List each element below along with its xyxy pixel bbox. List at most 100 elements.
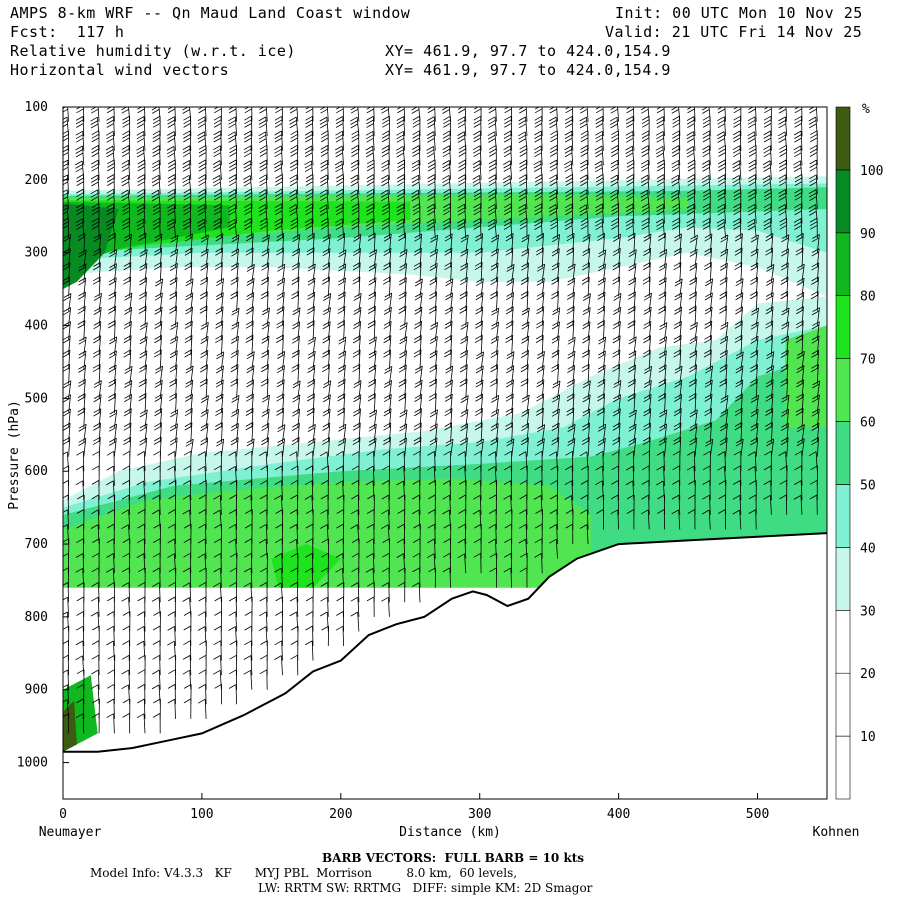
- wind-barb-flag: [337, 236, 345, 242]
- wind-barb-flag: [167, 203, 175, 209]
- wind-barb-flag: [261, 265, 269, 271]
- wind-barb: [200, 276, 208, 297]
- wind-barb-flag: [169, 426, 178, 432]
- wind-barb-flag: [458, 166, 466, 172]
- wind-barb-flag: [213, 480, 221, 485]
- wind-barb-flag: [122, 225, 130, 230]
- wind-barb-flag: [213, 625, 222, 631]
- wind-barb-flag: [213, 145, 221, 151]
- wind-barb-flag: [350, 120, 358, 125]
- wind-barb-flag: [244, 640, 252, 646]
- wind-barb-flag: [336, 582, 345, 587]
- wind-barb-flag: [274, 480, 282, 485]
- wind-barb-shaft: [221, 351, 225, 370]
- wind-barb-flag: [138, 654, 146, 660]
- wind-barb-shaft: [128, 509, 131, 530]
- wind-barb-flag: [261, 422, 270, 428]
- wind-barb-shaft: [144, 393, 147, 413]
- wind-barb-flag: [383, 338, 391, 344]
- wind-barb-flag: [336, 195, 344, 201]
- wind-barb-flag: [185, 368, 193, 374]
- wind-barb-shaft: [327, 422, 331, 443]
- wind-barb: [352, 422, 361, 443]
- wind-barb-shaft: [219, 582, 222, 603]
- wind-barb-shaft: [68, 248, 71, 268]
- wind-barb-flag: [93, 422, 101, 428]
- wind-barb: [397, 174, 406, 195]
- wind-barb-flag: [365, 149, 374, 154]
- wind-barb-flag: [152, 669, 160, 675]
- wind-barb-shaft: [143, 203, 146, 224]
- wind-barb: [305, 553, 314, 574]
- wind-barb-flag: [76, 177, 84, 183]
- wind-barb-shaft: [265, 611, 268, 632]
- wind-barb-flag: [90, 107, 97, 111]
- wind-barb-flag: [549, 174, 557, 180]
- wind-barb-flag: [139, 336, 148, 341]
- wind-barb-flag: [76, 188, 84, 194]
- wind-barb: [367, 320, 376, 341]
- wind-barb-flag: [368, 378, 376, 384]
- wind-barb-shaft: [83, 379, 86, 399]
- wind-barb-shaft: [235, 626, 237, 647]
- wind-barb-shaft: [83, 407, 86, 428]
- wind-barb-flag: [229, 166, 237, 172]
- wind-barb-flag: [305, 206, 313, 212]
- wind-barb-flag: [154, 251, 162, 256]
- wind-barb: [549, 144, 558, 166]
- wind-barb-flag: [229, 640, 238, 645]
- wind-barb: [63, 363, 70, 384]
- wind-barb: [63, 713, 70, 734]
- wind-barb-flag: [136, 480, 144, 486]
- wind-barb-flag: [290, 130, 298, 136]
- wind-barb-flag: [550, 137, 558, 143]
- wind-barb-flag: [137, 192, 145, 198]
- wind-barb: [292, 394, 301, 413]
- wind-barb: [289, 596, 299, 617]
- wind-barb-flag: [290, 152, 298, 157]
- wind-barb-flag: [415, 292, 423, 298]
- wind-barb-flag: [93, 383, 102, 389]
- wind-barb-flag: [123, 422, 132, 428]
- wind-barb-shaft: [296, 107, 299, 122]
- wind-barb-flag: [78, 427, 86, 432]
- wind-barb-shaft: [342, 107, 344, 122]
- wind-barb: [184, 684, 192, 705]
- wind-barb-flag: [185, 292, 194, 298]
- wind-barb: [305, 188, 314, 210]
- wind-barb-flag: [230, 276, 239, 282]
- wind-barb-flag: [277, 263, 285, 269]
- wind-barb-flag: [258, 204, 266, 209]
- wind-barb-flag: [137, 195, 145, 201]
- wind-barb-flag: [231, 437, 239, 442]
- wind-barb-flag: [200, 280, 208, 286]
- wind-barb-shaft: [128, 495, 131, 515]
- wind-barb-shaft: [372, 116, 375, 137]
- xy-range-1: XY= 461.9, 97.7 to 424.0,154.9: [385, 42, 671, 60]
- wind-barb-flag: [473, 130, 481, 136]
- wind-barb-flag: [350, 174, 358, 180]
- wind-barb-flag: [109, 423, 117, 429]
- wind-barb-flag: [353, 321, 361, 326]
- wind-barb-flag: [246, 306, 254, 311]
- wind-barb-flag: [290, 640, 298, 645]
- wind-barb: [305, 450, 314, 472]
- wind-barb-flag: [335, 207, 344, 212]
- wind-barb: [521, 321, 530, 341]
- wind-barb-flag: [580, 166, 588, 172]
- wind-barb-flag: [151, 597, 160, 602]
- wind-barb-shaft: [114, 291, 117, 312]
- wind-barb-flag: [427, 134, 435, 140]
- wind-barb-flag: [63, 451, 68, 455]
- wind-barb-flag: [319, 116, 327, 122]
- wind-barb: [230, 364, 239, 384]
- wind-barb-flag: [292, 338, 300, 344]
- wind-barb-flag: [274, 465, 283, 471]
- wind-barb: [199, 291, 208, 312]
- wind-barb: [185, 438, 194, 457]
- wind-barb-flag: [78, 252, 86, 258]
- wind-barb: [322, 248, 331, 268]
- wind-barb-flag: [154, 436, 162, 442]
- wind-barb-flag: [75, 207, 84, 212]
- wind-barb-flag: [63, 552, 69, 557]
